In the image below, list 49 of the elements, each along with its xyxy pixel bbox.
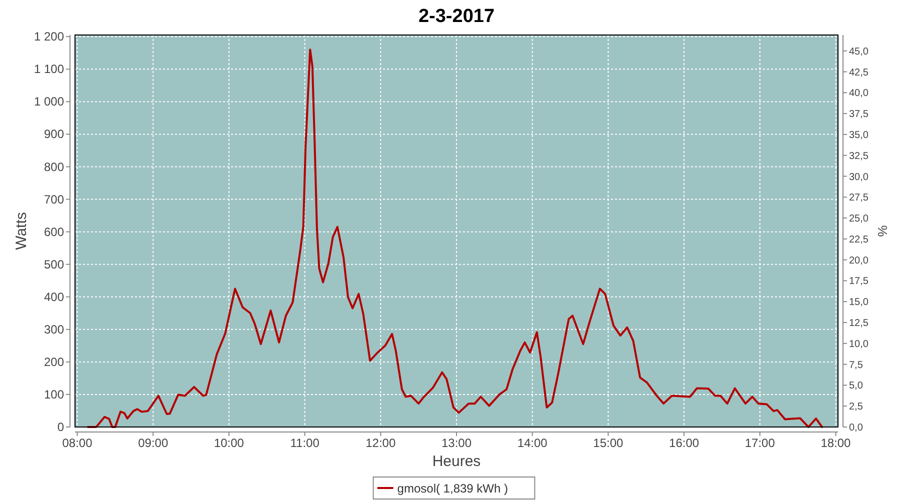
y2-axis-title: % <box>875 225 890 238</box>
y-tick-label: 800 <box>44 160 64 174</box>
y-tick-label: 300 <box>44 322 64 336</box>
y2-tick-label: 27,5 <box>849 192 869 204</box>
x-tick-label: 14:00 <box>517 436 548 450</box>
y2-tick-label: 15,0 <box>849 297 869 308</box>
legend-label: gmosol( 1,839 kWh ) <box>397 482 508 496</box>
y2-tick-label: 17,5 <box>849 276 869 288</box>
y2-tick-label: 10,0 <box>849 338 869 350</box>
chart-title: 2-3-2017 <box>418 6 495 27</box>
x-tick-label: 08:00 <box>62 436 93 450</box>
y2-tick-label: 0,0 <box>849 422 864 434</box>
x-tick-label: 09:00 <box>138 436 168 450</box>
x-tick-label: 12:00 <box>366 436 396 450</box>
y-tick-label: 1 100 <box>34 62 64 76</box>
x-tick-label: 16:00 <box>669 436 700 450</box>
y2-tick-label: 20,0 <box>849 255 869 266</box>
y-tick-label: 400 <box>44 290 64 304</box>
y-tick-label: 0 <box>57 420 64 434</box>
y2-tick-label: 5,0 <box>849 380 864 392</box>
x-tick-label: 17:00 <box>744 436 776 450</box>
y-tick-label: 100 <box>44 387 64 402</box>
y-tick-label: 700 <box>44 192 64 206</box>
x-axis-title: Heures <box>432 453 481 470</box>
line-series <box>86 48 824 428</box>
y2-tick-label: 7,5 <box>849 360 864 371</box>
y2-tick-label: 2,5 <box>849 402 864 413</box>
x-tick-label: 18:00 <box>820 436 852 450</box>
y2-tick-label: 25,0 <box>849 214 869 225</box>
y-tick-label: 1 000 <box>34 94 64 109</box>
x-tick-label: 15:00 <box>593 436 624 450</box>
y2-tick-label: 30,0 <box>849 172 869 183</box>
x-tick-label: 13:00 <box>441 436 472 450</box>
y-tick-label: 900 <box>44 127 64 142</box>
y2-tick-label: 40,0 <box>849 88 869 100</box>
y2-tick-label: 35,0 <box>849 130 869 141</box>
y-tick-label: 200 <box>44 354 64 369</box>
y-axis-title: Watts <box>13 212 30 250</box>
y-tick-label: 500 <box>44 257 64 272</box>
y2-tick-label: 22,5 <box>849 234 869 246</box>
y2-tick-label: 37,5 <box>849 109 869 120</box>
y2-tick-label: 42,5 <box>849 67 869 78</box>
x-tick-label: 10:00 <box>214 436 244 450</box>
x-tick-label: 11:00 <box>290 436 320 450</box>
y2-tick-label: 12,5 <box>849 318 869 330</box>
y2-tick-label: 45,0 <box>849 46 869 58</box>
y-tick-label: 600 <box>44 224 64 239</box>
y2-tick-label: 32,5 <box>849 150 869 162</box>
y-tick-label: 1 200 <box>34 30 64 44</box>
